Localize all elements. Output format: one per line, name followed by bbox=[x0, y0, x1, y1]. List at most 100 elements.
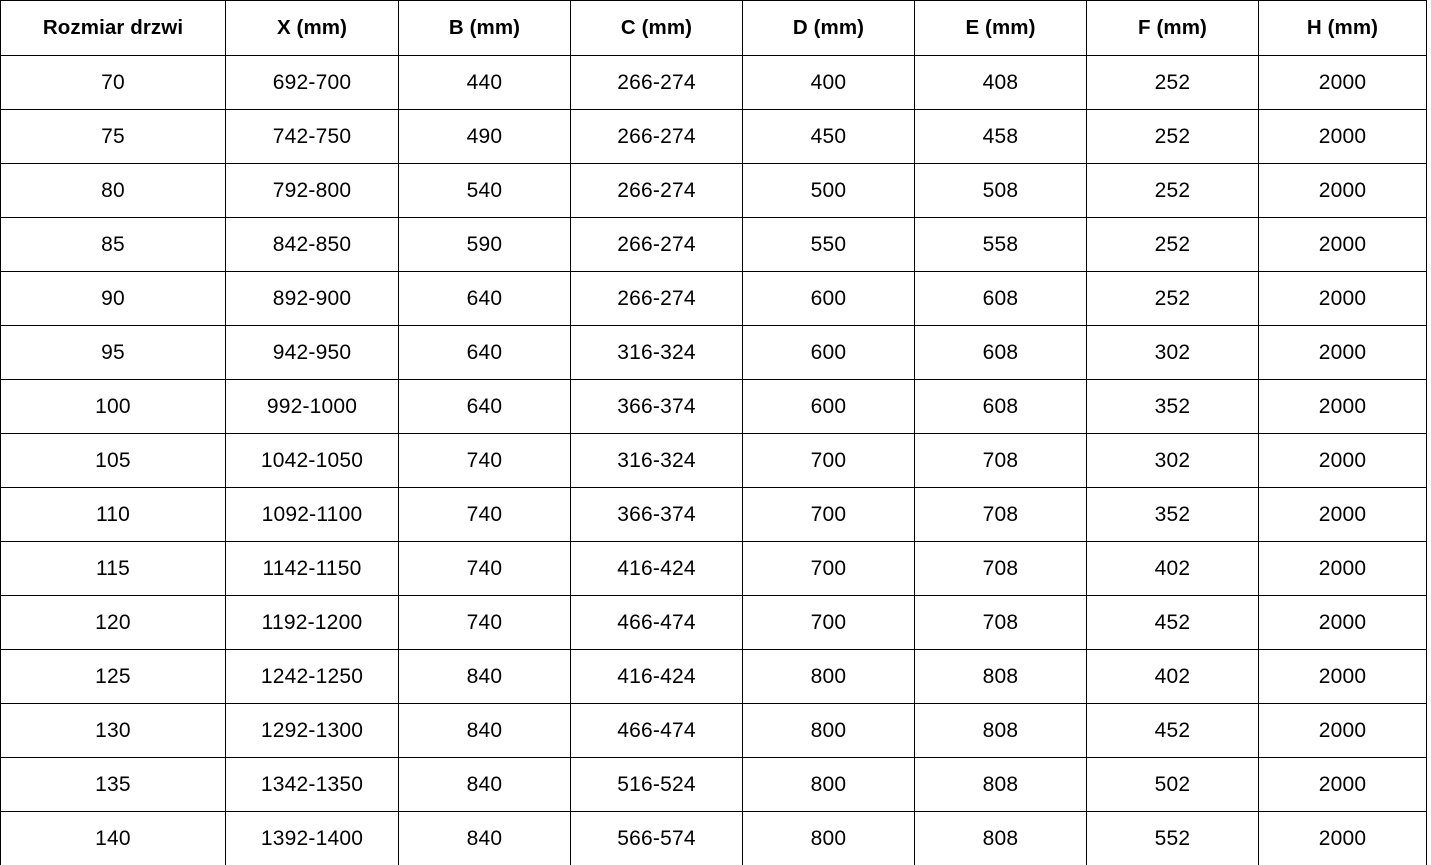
cell-x: 1392-1400 bbox=[225, 811, 399, 865]
cell-h: 2000 bbox=[1258, 325, 1427, 380]
cell-f: 252 bbox=[1086, 217, 1259, 272]
cell-x: 1192-1200 bbox=[225, 595, 399, 650]
cell-d: 600 bbox=[742, 325, 915, 380]
table-row: 130 1292-1300 840 466-474 800 808 452 2000 bbox=[0, 703, 1427, 758]
cell-b: 490 bbox=[398, 109, 571, 164]
cell-d: 800 bbox=[742, 757, 915, 812]
cell-b: 740 bbox=[398, 433, 571, 488]
table-row: 90 892-900 640 266-274 600 608 252 2000 bbox=[0, 271, 1427, 326]
cell-e: 808 bbox=[914, 757, 1087, 812]
cell-h: 2000 bbox=[1258, 703, 1427, 758]
table-header: Rozmiar drzwi X (mm) B (mm) C (mm) D (mm) E (… bbox=[0, 0, 1427, 56]
cell-size: 105 bbox=[0, 433, 226, 488]
cell-d: 600 bbox=[742, 271, 915, 326]
cell-h: 2000 bbox=[1258, 541, 1427, 596]
cell-h: 2000 bbox=[1258, 811, 1427, 865]
table-row: 85 842-850 590 266-274 550 558 252 2000 bbox=[0, 217, 1427, 272]
cell-f: 452 bbox=[1086, 595, 1259, 650]
cell-e: 458 bbox=[914, 109, 1087, 164]
cell-d: 600 bbox=[742, 379, 915, 434]
cell-h: 2000 bbox=[1258, 757, 1427, 812]
cell-e: 708 bbox=[914, 595, 1087, 650]
cell-c: 466-474 bbox=[570, 595, 743, 650]
cell-c: 416-424 bbox=[570, 541, 743, 596]
cell-c: 266-274 bbox=[570, 271, 743, 326]
cell-d: 450 bbox=[742, 109, 915, 164]
cell-b: 640 bbox=[398, 325, 571, 380]
cell-h: 2000 bbox=[1258, 379, 1427, 434]
cell-size: 100 bbox=[0, 379, 226, 434]
cell-e: 708 bbox=[914, 433, 1087, 488]
cell-f: 402 bbox=[1086, 649, 1259, 704]
cell-x: 1242-1250 bbox=[225, 649, 399, 704]
table-row: 105 1042-1050 740 316-324 700 708 302 2000 bbox=[0, 433, 1427, 488]
cell-f: 502 bbox=[1086, 757, 1259, 812]
cell-f: 302 bbox=[1086, 433, 1259, 488]
cell-c: 266-274 bbox=[570, 217, 743, 272]
cell-x: 792-800 bbox=[225, 163, 399, 218]
table-row: 110 1092-1100 740 366-374 700 708 352 2000 bbox=[0, 487, 1427, 542]
cell-d: 700 bbox=[742, 487, 915, 542]
table-row: 95 942-950 640 316-324 600 608 302 2000 bbox=[0, 325, 1427, 380]
cell-h: 2000 bbox=[1258, 649, 1427, 704]
cell-c: 566-574 bbox=[570, 811, 743, 865]
cell-h: 2000 bbox=[1258, 109, 1427, 164]
cell-c: 266-274 bbox=[570, 163, 743, 218]
cell-size: 115 bbox=[0, 541, 226, 596]
cell-b: 740 bbox=[398, 541, 571, 596]
cell-c: 366-374 bbox=[570, 379, 743, 434]
cell-e: 408 bbox=[914, 55, 1087, 110]
cell-b: 840 bbox=[398, 649, 571, 704]
cell-c: 416-424 bbox=[570, 649, 743, 704]
cell-d: 700 bbox=[742, 541, 915, 596]
cell-c: 366-374 bbox=[570, 487, 743, 542]
cell-f: 252 bbox=[1086, 271, 1259, 326]
table-row: 100 992-1000 640 366-374 600 608 352 2000 bbox=[0, 379, 1427, 434]
cell-d: 500 bbox=[742, 163, 915, 218]
cell-e: 708 bbox=[914, 541, 1087, 596]
cell-f: 352 bbox=[1086, 379, 1259, 434]
column-header-h: H (mm) bbox=[1258, 0, 1427, 56]
table-row: 120 1192-1200 740 466-474 700 708 452 2000 bbox=[0, 595, 1427, 650]
cell-d: 800 bbox=[742, 649, 915, 704]
cell-d: 700 bbox=[742, 433, 915, 488]
cell-size: 75 bbox=[0, 109, 226, 164]
cell-c: 466-474 bbox=[570, 703, 743, 758]
cell-x: 742-750 bbox=[225, 109, 399, 164]
column-header-e: E (mm) bbox=[914, 0, 1087, 56]
cell-d: 800 bbox=[742, 811, 915, 865]
cell-size: 90 bbox=[0, 271, 226, 326]
cell-d: 700 bbox=[742, 595, 915, 650]
table-row: 115 1142-1150 740 416-424 700 708 402 2000 bbox=[0, 541, 1427, 596]
cell-b: 640 bbox=[398, 379, 571, 434]
cell-x: 892-900 bbox=[225, 271, 399, 326]
column-header-c: C (mm) bbox=[570, 0, 743, 56]
table-header-row: Rozmiar drzwi X (mm) B (mm) C (mm) D (mm) E (… bbox=[0, 0, 1427, 56]
table-body: 70 692-700 440 266-274 400 408 252 2000 75 742-75… bbox=[0, 55, 1427, 865]
cell-size: 125 bbox=[0, 649, 226, 704]
cell-b: 840 bbox=[398, 757, 571, 812]
cell-f: 252 bbox=[1086, 163, 1259, 218]
cell-x: 1142-1150 bbox=[225, 541, 399, 596]
cell-h: 2000 bbox=[1258, 163, 1427, 218]
cell-h: 2000 bbox=[1258, 55, 1427, 110]
cell-e: 808 bbox=[914, 811, 1087, 865]
cell-f: 352 bbox=[1086, 487, 1259, 542]
column-header-f: F (mm) bbox=[1086, 0, 1259, 56]
cell-h: 2000 bbox=[1258, 487, 1427, 542]
cell-h: 2000 bbox=[1258, 433, 1427, 488]
table-row: 140 1392-1400 840 566-574 800 808 552 2000 bbox=[0, 811, 1427, 865]
cell-size: 70 bbox=[0, 55, 226, 110]
cell-x: 992-1000 bbox=[225, 379, 399, 434]
cell-e: 608 bbox=[914, 271, 1087, 326]
cell-x: 1292-1300 bbox=[225, 703, 399, 758]
table-row: 80 792-800 540 266-274 500 508 252 2000 bbox=[0, 163, 1427, 218]
cell-e: 608 bbox=[914, 379, 1087, 434]
cell-d: 400 bbox=[742, 55, 915, 110]
cell-f: 252 bbox=[1086, 109, 1259, 164]
cell-c: 266-274 bbox=[570, 109, 743, 164]
cell-b: 840 bbox=[398, 703, 571, 758]
cell-e: 708 bbox=[914, 487, 1087, 542]
